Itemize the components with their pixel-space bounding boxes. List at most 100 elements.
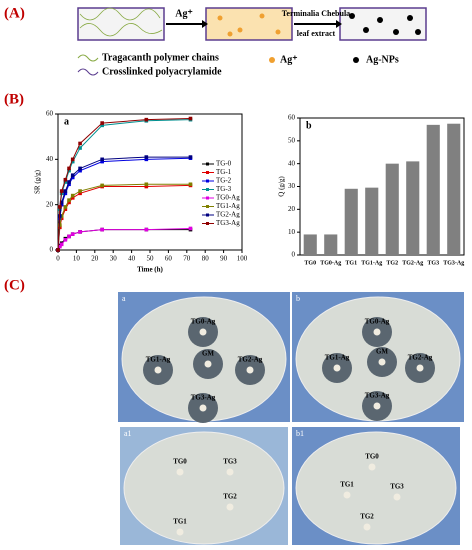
x-tick-label: 100 <box>237 255 248 263</box>
point <box>70 196 75 200</box>
disc <box>226 503 234 511</box>
point <box>70 232 75 236</box>
plate-text: TG3-Ag <box>191 394 216 402</box>
plate-photo: b1 TG0 TG1 TG3 TG2 <box>292 427 460 545</box>
point <box>144 227 149 232</box>
y-tick-label: 20 <box>46 200 54 208</box>
x-axis-label: Time (h) <box>137 266 163 274</box>
point <box>70 193 75 198</box>
chart-title: a <box>64 116 69 127</box>
legend-marker <box>206 213 209 217</box>
plate-text: TG3 <box>390 483 404 491</box>
chains <box>79 7 163 37</box>
point <box>58 205 62 209</box>
point <box>63 177 68 182</box>
panel-label: (A) <box>4 5 25 21</box>
disc <box>416 364 424 372</box>
disc <box>226 468 234 476</box>
plate-text: TG1 <box>173 518 187 526</box>
bar <box>344 188 358 255</box>
arrowhead <box>202 20 208 28</box>
bar <box>303 234 317 255</box>
plate-photo: a TG0-Ag TG1-Ag GM TG2-Ag TG3-Ag <box>118 292 290 423</box>
disc <box>343 491 351 499</box>
point <box>63 207 68 211</box>
disc <box>176 468 184 476</box>
x-tick-label: TG0-Ag <box>320 260 341 266</box>
disc <box>154 366 162 374</box>
plate-photo: b TG0-Ag TG1-Ag GM TG2-Ag TG3-Ag <box>292 292 464 422</box>
point <box>188 226 193 231</box>
point <box>78 230 82 234</box>
legend-marker <box>206 188 209 191</box>
point <box>70 159 75 164</box>
plate-text: TG3-Ag <box>365 392 390 400</box>
point <box>144 117 149 122</box>
bar <box>385 163 399 255</box>
legend-text: TG3-Ag <box>216 219 240 227</box>
point <box>188 155 193 159</box>
series-line <box>57 183 191 251</box>
legend-swatch <box>77 54 99 62</box>
plate-text: TG2 <box>360 513 374 521</box>
legend-text: TG-1 <box>216 168 232 176</box>
legend-marker <box>206 205 209 208</box>
legend-text: TG0-Ag <box>216 194 240 202</box>
plate-text: TG3 <box>223 458 237 466</box>
point <box>70 157 75 162</box>
plate-text: GM <box>202 350 214 358</box>
x-tick-label: 80 <box>202 255 210 263</box>
point <box>78 191 82 196</box>
legend-text: Ag-NPs <box>366 54 399 65</box>
x-tick-label: 90 <box>220 255 228 263</box>
legend-text: Crosslinked polyacrylamide <box>102 66 222 77</box>
point <box>63 191 68 196</box>
legend-text: TG2-Ag <box>216 211 240 219</box>
point <box>144 182 149 187</box>
plate-text: GM <box>376 348 388 356</box>
point <box>67 182 71 187</box>
photo-label: b1 <box>296 429 304 438</box>
plate-text: TG1-Ag <box>146 356 171 364</box>
legend-swatch <box>77 68 99 76</box>
legend-marker <box>206 196 209 200</box>
point <box>70 175 75 180</box>
point <box>67 198 71 202</box>
point <box>188 182 193 187</box>
x-tick-label: 70 <box>183 255 191 263</box>
x-tick-label: TG3-Ag <box>443 260 464 266</box>
cylinder <box>339 7 427 41</box>
legend-text: TG-0 <box>216 160 232 168</box>
disc <box>333 364 341 372</box>
point <box>59 242 64 247</box>
bar <box>365 187 379 255</box>
y-tick-label: 50 <box>288 136 296 144</box>
series-line <box>57 227 191 251</box>
y-tick-label: 30 <box>288 182 296 190</box>
y-tick-label: 40 <box>46 155 54 163</box>
arrow-label: Ag⁺ <box>175 8 193 19</box>
photo-label: a <box>122 294 126 303</box>
y-tick-label: 40 <box>288 159 296 167</box>
disc <box>368 463 376 471</box>
y-axis-label: SR (g/g) <box>34 169 42 194</box>
y-tick-label: 0 <box>50 246 54 254</box>
bar <box>324 234 338 255</box>
petri-dish <box>123 431 285 545</box>
point <box>59 200 64 205</box>
bar <box>447 123 461 255</box>
legend-marker <box>206 222 209 225</box>
disc <box>373 402 381 410</box>
arrow-label: leaf extract <box>297 29 336 38</box>
y-tick-label: 10 <box>288 228 296 236</box>
series-line <box>57 157 191 251</box>
point <box>78 141 82 146</box>
arrow-label: Terminalia Chebula <box>282 9 350 18</box>
x-tick-label: TG1-Ag <box>361 260 382 266</box>
x-tick-label: TG2 <box>386 260 398 266</box>
legend-marker <box>206 171 209 174</box>
plate-text: TG1-Ag <box>325 354 350 362</box>
disc <box>176 528 184 536</box>
disc <box>373 328 381 336</box>
point <box>78 146 82 150</box>
